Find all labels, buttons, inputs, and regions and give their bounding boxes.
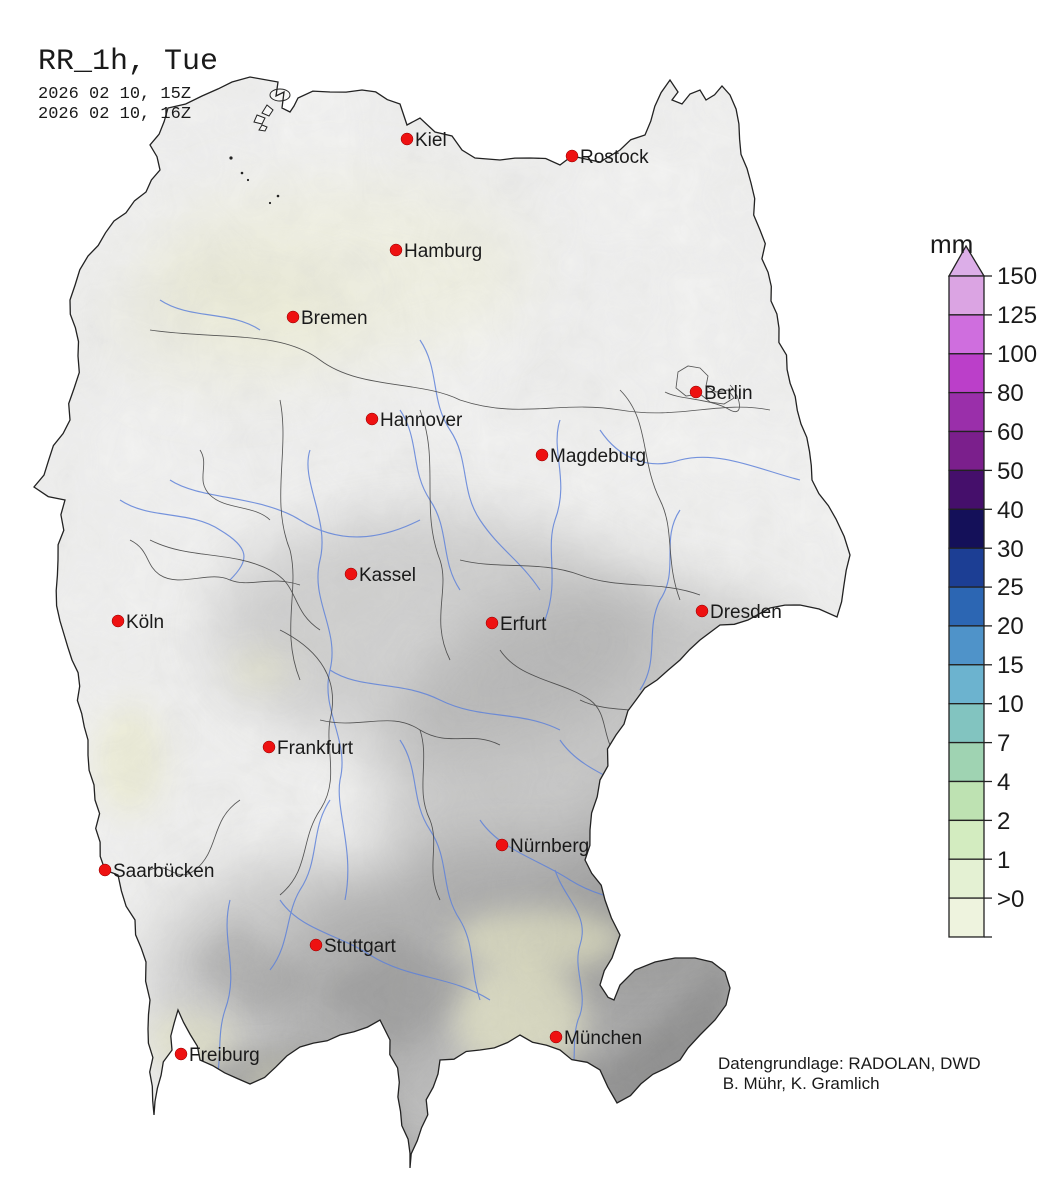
- svg-text:125: 125: [997, 302, 1037, 329]
- svg-text:40: 40: [997, 497, 1024, 524]
- svg-text:>0: >0: [997, 886, 1024, 913]
- svg-text:Frankfurt: Frankfurt: [277, 738, 354, 759]
- svg-text:50: 50: [997, 458, 1024, 485]
- svg-text:100: 100: [997, 341, 1037, 368]
- svg-text:mm: mm: [930, 229, 973, 259]
- svg-text:Saarbücken: Saarbücken: [113, 861, 214, 882]
- svg-text:Berlin: Berlin: [704, 383, 753, 404]
- svg-text:25: 25: [997, 574, 1024, 601]
- svg-text:10: 10: [997, 691, 1024, 718]
- svg-text:20: 20: [997, 613, 1024, 640]
- svg-text:150: 150: [997, 263, 1037, 290]
- svg-text:Kassel: Kassel: [359, 565, 416, 586]
- svg-text:Hannover: Hannover: [380, 410, 463, 431]
- svg-text:30: 30: [997, 536, 1024, 563]
- svg-text:15: 15: [997, 652, 1024, 679]
- svg-text:Kiel: Kiel: [415, 130, 447, 151]
- svg-text:Freiburg: Freiburg: [189, 1045, 260, 1066]
- svg-text:4: 4: [997, 769, 1010, 796]
- svg-text:Hamburg: Hamburg: [404, 241, 482, 262]
- svg-text:Köln: Köln: [126, 612, 164, 633]
- svg-text:Bremen: Bremen: [301, 308, 368, 329]
- svg-text:1: 1: [997, 847, 1010, 874]
- svg-text:Nürnberg: Nürnberg: [510, 836, 589, 857]
- svg-text:80: 80: [997, 380, 1024, 407]
- svg-text:7: 7: [997, 730, 1010, 757]
- svg-text:Stuttgart: Stuttgart: [324, 936, 397, 957]
- svg-text:Rostock: Rostock: [580, 147, 649, 168]
- svg-text:60: 60: [997, 419, 1024, 446]
- svg-text:2: 2: [997, 808, 1010, 835]
- svg-text:München: München: [564, 1028, 642, 1049]
- svg-text:Erfurt: Erfurt: [500, 614, 547, 635]
- svg-text:Magdeburg: Magdeburg: [550, 446, 646, 467]
- svg-text:Dresden: Dresden: [710, 602, 782, 623]
